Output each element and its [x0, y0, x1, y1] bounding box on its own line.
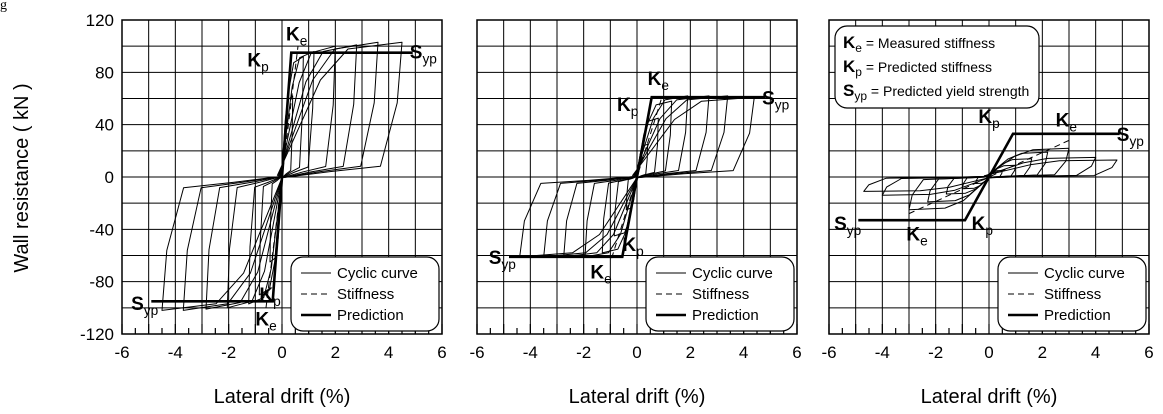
- x-tick-label: -2: [221, 343, 236, 362]
- y-axis-label: Wall resistance ( kN ): [11, 83, 33, 272]
- note-line: Kp = Predicted stiffness: [843, 57, 992, 79]
- y-tick-label: 80: [95, 63, 114, 82]
- x-axis-label: Lateral drift (%): [921, 386, 1058, 408]
- y-tick-label: -40: [89, 220, 114, 239]
- x-tick-label: -4: [523, 343, 538, 362]
- legend-label: Prediction: [692, 307, 759, 324]
- x-tick-label: 6: [1144, 343, 1153, 362]
- legend: Cyclic curve Stiffness Prediction: [645, 256, 795, 332]
- annotation-kp: Kp: [622, 235, 644, 259]
- legend: Cyclic curve Stiffness Prediction: [290, 256, 440, 332]
- annotation-kp: Kp: [259, 285, 281, 309]
- legend-label: Stiffness: [1044, 286, 1101, 303]
- plot-frame: [476, 19, 798, 335]
- x-tick-label: 0: [984, 343, 993, 362]
- chart-panel-middle: -6 -4 -2 0 2 4 6 Lateral drift (%) Ke Kp Syp Kp Ke Sy…: [469, 19, 802, 408]
- clipped-top-label: g: [0, 0, 7, 13]
- annotation-syp: Syp: [834, 214, 862, 238]
- annotation-syp: Syp: [762, 89, 790, 113]
- annotation-syp: Syp: [131, 294, 159, 318]
- annotation-ke: Ke: [1056, 111, 1077, 135]
- y-tick-label: 40: [95, 116, 114, 135]
- prediction-line: [151, 51, 413, 303]
- legend-label: Prediction: [1044, 307, 1111, 324]
- y-tick-label: 0: [105, 168, 114, 187]
- x-tick-label: 4: [1091, 343, 1100, 362]
- x-tick-label: -6: [821, 343, 836, 362]
- plot-frame: [828, 19, 1150, 335]
- legend-label: Cyclic curve: [692, 265, 773, 282]
- x-tick-label: -6: [469, 343, 484, 362]
- annotation-ke: Ke: [590, 263, 611, 287]
- x-tick-label: -4: [875, 343, 890, 362]
- annotation-ke: Ke: [255, 310, 276, 334]
- prediction-line: [509, 95, 765, 259]
- annotation-ke: Ke: [648, 69, 669, 93]
- legend-label: Stiffness: [692, 286, 749, 303]
- x-tick-label: 2: [686, 343, 695, 362]
- x-axis-label: Lateral drift (%): [214, 386, 351, 408]
- x-tick-label: 6: [437, 343, 446, 362]
- x-tick-label: 0: [277, 343, 286, 362]
- x-tick-label: -2: [576, 343, 591, 362]
- y-tick-label: -120: [80, 325, 114, 344]
- x-tick-label: -6: [114, 343, 129, 362]
- annotation-kp: Kp: [972, 214, 994, 238]
- annotation-ke: Ke: [286, 24, 307, 48]
- annotation-ke: Ke: [906, 225, 927, 249]
- legend-box: [290, 256, 440, 332]
- x-tick-label: -4: [168, 343, 183, 362]
- chart-panel-left: -6 -4 -2 0 2 4 6 120 80 40 0 -40 -80 -120 Lateral drif…: [80, 11, 447, 408]
- prediction-line: [858, 132, 1120, 222]
- note-line: Syp = Predicted yield strength: [843, 81, 1029, 103]
- note-box-frame: [834, 25, 1040, 109]
- plot-frame: [121, 19, 443, 335]
- legend-label: Cyclic curve: [1044, 265, 1125, 282]
- legend-box: [645, 256, 795, 332]
- annotation-syp: Syp: [1117, 125, 1145, 149]
- note-line: Ke = Measured stiffness: [843, 33, 995, 55]
- x-axis-label: Lateral drift (%): [569, 386, 706, 408]
- x-tick-label: 4: [384, 343, 393, 362]
- annotation-syp: Syp: [410, 43, 438, 67]
- legend: Cyclic curve Stiffness Prediction: [997, 256, 1147, 332]
- x-tick-label: 0: [632, 343, 641, 362]
- annotation-kp: Kp: [617, 95, 639, 119]
- legend-box: [997, 256, 1147, 332]
- annotation-kp: Kp: [978, 107, 1000, 131]
- y-tick-label: -80: [89, 273, 114, 292]
- annotation-kp: Kp: [247, 51, 269, 75]
- x-tick-label: 4: [739, 343, 748, 362]
- legend-label: Cyclic curve: [337, 265, 418, 282]
- y-tick-label: 120: [86, 11, 114, 30]
- x-tick-label: 2: [331, 343, 340, 362]
- annotation-syp: Syp: [489, 248, 517, 272]
- chart-panel-right: -6 -4 -2 0 2 4 6 Lateral drift (%) Ke Kp Syp Kp Ke Sy…: [821, 19, 1154, 408]
- legend-label: Prediction: [337, 307, 404, 324]
- legend-label: Stiffness: [337, 286, 394, 303]
- x-tick-label: 6: [792, 343, 801, 362]
- x-tick-label: 2: [1038, 343, 1047, 362]
- x-tick-label: -2: [928, 343, 943, 362]
